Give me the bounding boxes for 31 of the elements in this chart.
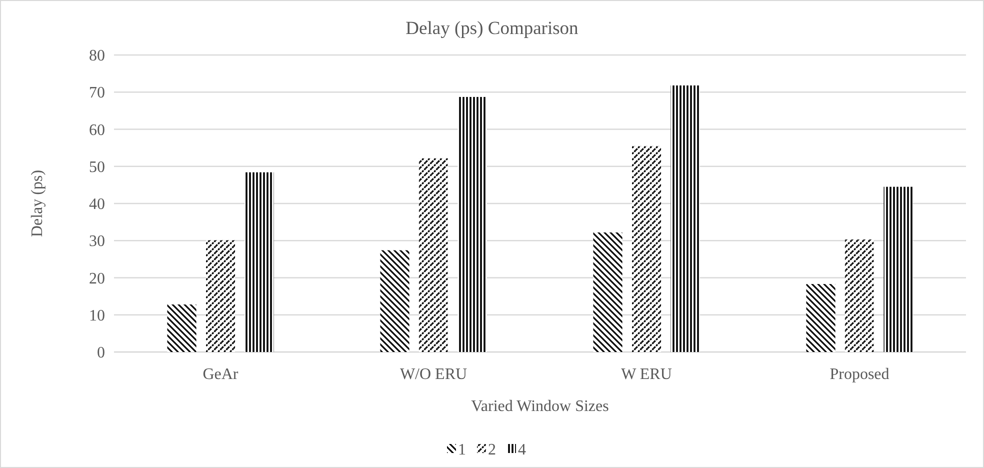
y-tick-label: 80 [89, 48, 105, 65]
legend-label: 2 [488, 442, 496, 459]
x-tick-label: GeAr [202, 366, 239, 383]
y-tick-label: 0 [97, 344, 105, 362]
y-axis-title: Delay (ps) [29, 170, 46, 238]
legend-label: 1 [458, 442, 466, 459]
bar [380, 250, 410, 352]
chart-title: Delay (ps) Comparison [406, 19, 578, 39]
legend-label: 4 [518, 442, 526, 459]
x-tick-label: Proposed [830, 366, 890, 383]
bar [418, 158, 448, 352]
bar [632, 146, 662, 352]
bar [244, 172, 274, 352]
y-tick-label: 40 [89, 196, 105, 214]
bar [844, 240, 874, 352]
bar [458, 96, 487, 352]
bar [806, 284, 836, 352]
y-tick-label: 60 [89, 122, 105, 139]
bar [206, 240, 236, 352]
bar [884, 186, 913, 352]
bar [670, 85, 700, 352]
x-tick-label: W/O ERU [400, 366, 468, 383]
y-tick-label: 70 [89, 84, 105, 102]
y-tick-label: 50 [89, 158, 105, 176]
y-tick-label: 30 [89, 233, 105, 250]
bar [167, 304, 196, 352]
y-tick-label: 20 [89, 270, 105, 288]
y-tick-label: 10 [89, 307, 105, 324]
x-tick-label: W ERU [621, 366, 672, 383]
x-axis-title: Varied Window Sizes [471, 398, 609, 415]
bar [593, 232, 622, 352]
